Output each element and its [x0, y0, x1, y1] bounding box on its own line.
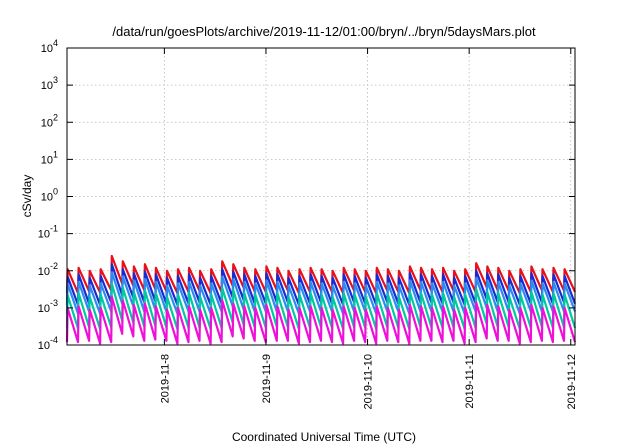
y-tick-label: 10-4	[38, 335, 58, 352]
y-tick-label: 101	[41, 149, 58, 166]
x-tick-label: 2019-11-10	[363, 354, 375, 409]
x-tick-label: 2019-11-11	[464, 354, 476, 409]
chart-title: /data/run/goesPlots/archive/2019-11-12/0…	[112, 24, 536, 39]
x-tick-label: 2019-11-8	[159, 354, 171, 403]
y-tick-label: 10-2	[38, 261, 58, 278]
x-tick-label: 2019-11-9	[261, 354, 273, 403]
y-tick-label: 102	[41, 112, 58, 129]
y-tick-label: 10-3	[38, 298, 58, 315]
series-line-4	[65, 295, 577, 345]
y-tick-label: 104	[41, 38, 58, 55]
x-tick-labels: 2019-11-8 2019-11-9 2019-11-10 2019-11-11 20…	[159, 354, 577, 409]
x-axis-title: Coordinated Universal Time (UTC)	[232, 430, 416, 444]
y-axis-title: cSv/day	[20, 175, 34, 218]
y-tick-labels: 10-4 10-3 10-2 10-1 100 101 102 103 104	[38, 38, 58, 352]
series-layer	[65, 254, 577, 345]
y-tick-label: 10-1	[38, 224, 58, 241]
y-tick-label: 100	[41, 187, 58, 204]
y-tick-label: 103	[41, 75, 58, 92]
axis-ticks	[67, 47, 575, 346]
x-tick-label: 2019-11-12	[566, 354, 578, 409]
